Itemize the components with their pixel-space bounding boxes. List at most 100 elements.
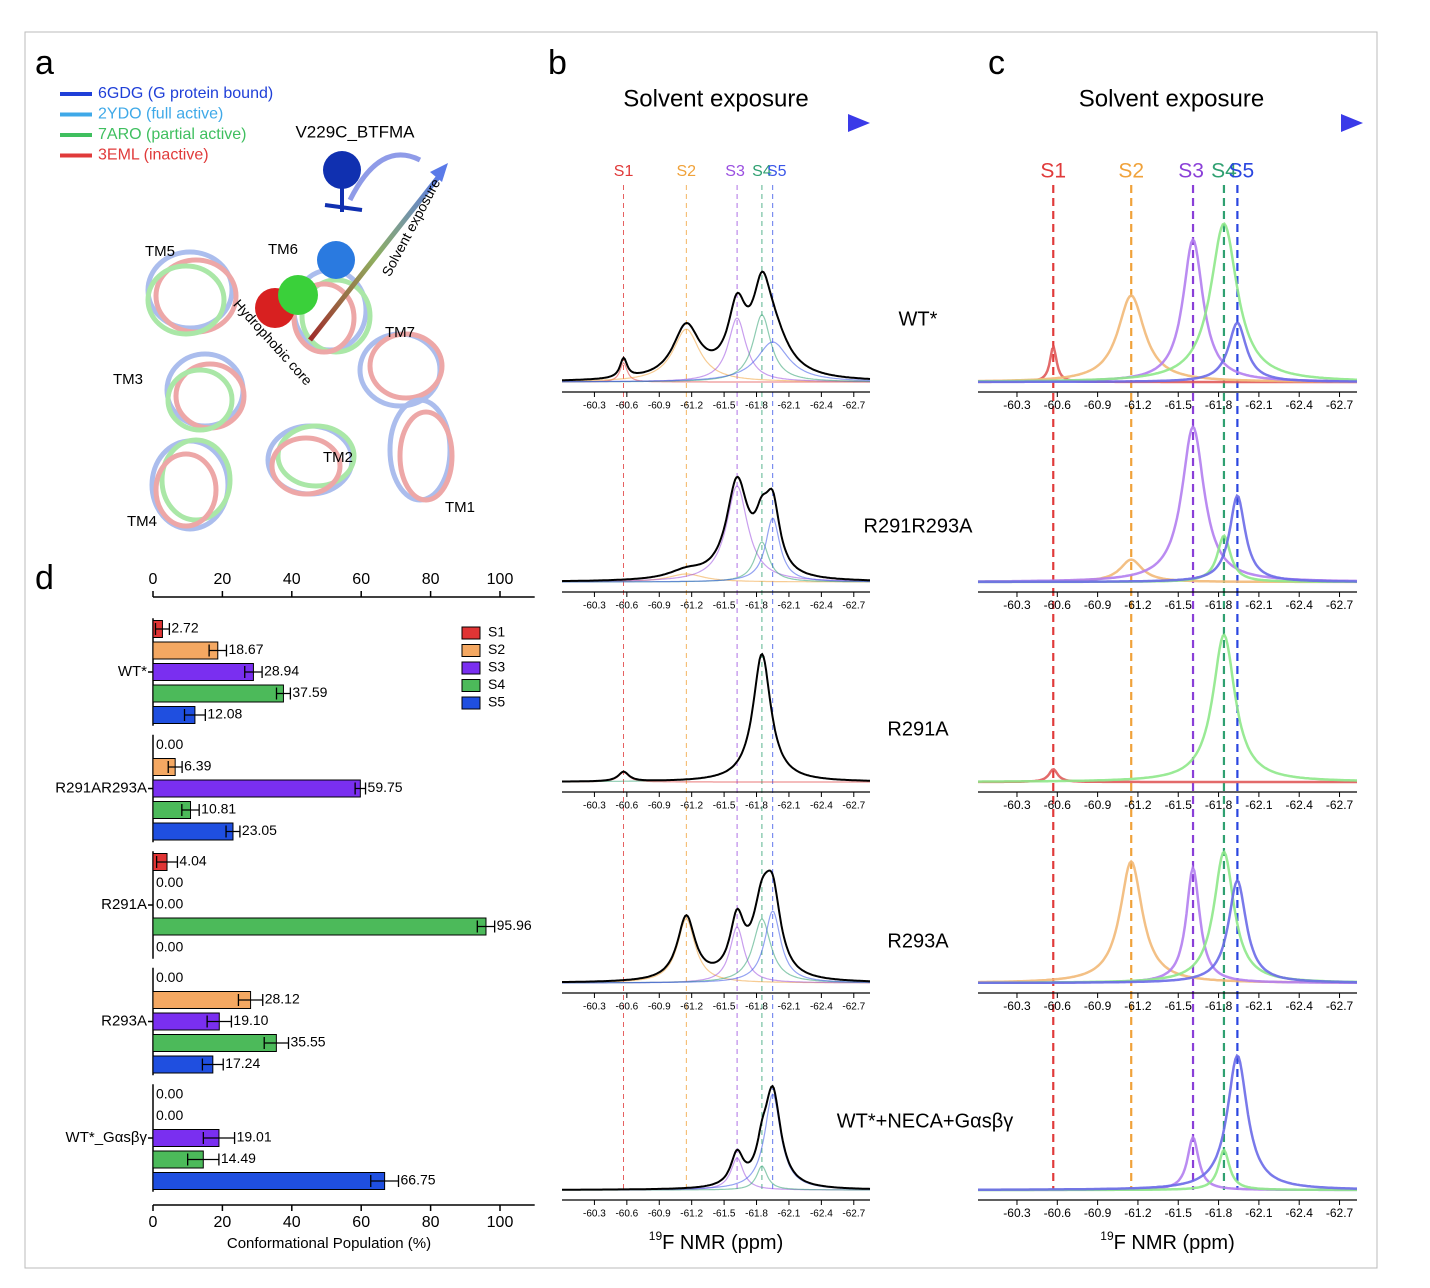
x-tick-label: -62.4 <box>810 401 833 412</box>
group-label: R291AR293A <box>55 779 147 796</box>
error-bar <box>181 804 200 816</box>
x-tick-label: -62.7 <box>1326 798 1354 812</box>
x-tick-label: -60.9 <box>648 401 671 412</box>
x-tick-label: -62.4 <box>810 1002 833 1013</box>
error-bar <box>206 1015 233 1028</box>
legend-swatch <box>461 644 481 657</box>
bar <box>152 991 252 1009</box>
x-tick-label: -61.5 <box>1165 798 1193 812</box>
fit-curve <box>978 321 1357 384</box>
x-tick-label: -61.5 <box>713 601 736 612</box>
x-tick-label: -62.4 <box>810 601 833 612</box>
x-tick-label: -62.1 <box>778 1002 801 1013</box>
x-tick-label: -60.6 <box>615 801 638 812</box>
x-tick-label: -60.3 <box>583 1002 606 1013</box>
legend-label: 3EML (inactive) <box>98 147 209 164</box>
panel-label: b <box>548 44 567 82</box>
x-tick-label: -60.9 <box>648 1002 671 1013</box>
x-tick-label: 40 <box>283 1214 301 1231</box>
state-label: S5 <box>1229 160 1255 183</box>
x-tick-label: -62.1 <box>1245 999 1273 1013</box>
sample-label: WT*+NECA+Gαsβγ <box>837 1110 1013 1132</box>
legend-label: S4 <box>488 676 505 692</box>
fit-curve <box>978 1053 1357 1191</box>
bar <box>152 684 284 703</box>
fit-curve <box>978 633 1357 783</box>
x-tick-label: -60.9 <box>1084 798 1112 812</box>
value-label: 0.00 <box>156 874 183 890</box>
fit-curve <box>562 517 870 583</box>
value-label: 19.10 <box>233 1012 268 1028</box>
x-tick-label: 60 <box>352 1214 370 1231</box>
x-tick-label: -61.2 <box>1124 1206 1152 1220</box>
structure-label: TM7 <box>385 324 415 341</box>
structure-label: TM2 <box>323 449 353 466</box>
x-tick-label: -61.5 <box>713 401 736 412</box>
spectrum <box>562 652 870 783</box>
x-tick-label: -62.1 <box>1245 598 1273 612</box>
x-tick-label: -62.4 <box>1286 398 1314 412</box>
x-tick-label: -62.7 <box>1326 1206 1354 1220</box>
x-tick-label: 20 <box>214 1214 232 1231</box>
x-tick-label: -62.4 <box>810 801 833 812</box>
state-label: S3 <box>1178 160 1204 183</box>
sample-label: R291R293A <box>864 515 974 537</box>
x-tick-label: -62.1 <box>778 1209 801 1220</box>
x-tick-label: -62.1 <box>778 401 801 412</box>
value-label: 66.75 <box>401 1172 436 1188</box>
value-label: 14.49 <box>221 1150 256 1166</box>
bar <box>152 779 361 798</box>
bar <box>152 1172 386 1190</box>
bar <box>152 917 487 936</box>
x-tick-label: -60.3 <box>1003 1206 1031 1220</box>
x-tick-label: -62.1 <box>778 601 801 612</box>
group-label: WT*_Gαsβγ <box>66 1129 148 1146</box>
x-axis-label-main: F NMR (ppm) <box>1114 1232 1235 1254</box>
x-tick-label: -61.5 <box>1165 999 1193 1013</box>
x-tick-label: -62.4 <box>1286 999 1314 1013</box>
x-tick-label: -61.5 <box>1165 1206 1193 1220</box>
x-tick-label: -61.2 <box>1124 999 1152 1013</box>
error-bar <box>167 761 183 773</box>
value-label: 17.24 <box>225 1055 260 1071</box>
x-tick-label: -61.8 <box>1205 999 1233 1013</box>
value-label: 59.75 <box>368 779 403 795</box>
x-tick-label: -60.6 <box>1044 598 1072 612</box>
x-tick-label: 100 <box>487 1214 514 1231</box>
x-axis-label-sup: 19 <box>1100 1229 1114 1243</box>
state-label: S1 <box>1040 160 1066 183</box>
x-tick-label: -62.7 <box>842 1209 865 1220</box>
x-tick-label: -61.8 <box>745 801 768 812</box>
fit-curve <box>562 341 871 383</box>
legend-swatch <box>461 696 481 710</box>
error-bar <box>244 666 263 678</box>
structure-label: TM5 <box>145 243 175 260</box>
panel-title: Solvent exposure <box>623 85 808 112</box>
structure-label: TM3 <box>113 371 143 388</box>
x-tick-label: -60.6 <box>1044 999 1072 1013</box>
panel-title: Solvent exposure <box>1079 85 1264 112</box>
x-tick-label: -61.8 <box>745 1209 768 1220</box>
x-tick-label: -62.4 <box>1286 798 1314 812</box>
x-tick-label: -61.8 <box>1205 398 1233 412</box>
state-label: S2 <box>1118 160 1144 183</box>
x-tick-label: -61.8 <box>745 1002 768 1013</box>
x-tick-label: -60.3 <box>1003 999 1031 1013</box>
panel-label: a <box>35 44 54 82</box>
value-label: 0.00 <box>156 939 183 955</box>
x-tick-label: 0 <box>149 1214 158 1231</box>
x-tick-label: -62.7 <box>842 801 865 812</box>
x-tick-label: -60.3 <box>583 601 606 612</box>
error-bar <box>208 644 228 657</box>
x-tick-label: -60.3 <box>583 801 606 812</box>
error-bar <box>155 856 179 868</box>
state-label: S3 <box>725 163 745 180</box>
x-axis-label: 19F NMR (ppm) <box>1100 1229 1234 1254</box>
state-label: S4 <box>1211 160 1237 183</box>
value-label: 0.00 <box>156 1086 183 1102</box>
state-label: S1 <box>614 163 634 180</box>
x-tick-label: -60.6 <box>615 1002 638 1013</box>
value-label: 95.96 <box>497 917 532 933</box>
x-axis-label-sup: 19 <box>649 1229 663 1243</box>
